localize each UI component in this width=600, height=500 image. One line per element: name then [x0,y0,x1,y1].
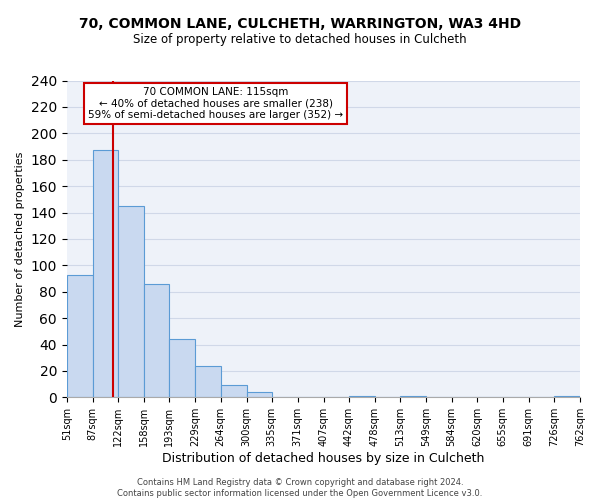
Text: 70 COMMON LANE: 115sqm
← 40% of detached houses are smaller (238)
59% of semi-de: 70 COMMON LANE: 115sqm ← 40% of detached… [88,87,343,120]
X-axis label: Distribution of detached houses by size in Culcheth: Distribution of detached houses by size … [162,452,485,465]
Bar [221,386,247,398]
Bar [400,396,426,398]
Bar [67,274,93,398]
Bar [554,396,580,398]
Bar [169,340,195,398]
Text: Contains HM Land Registry data © Crown copyright and database right 2024.
Contai: Contains HM Land Registry data © Crown c… [118,478,482,498]
Text: Size of property relative to detached houses in Culcheth: Size of property relative to detached ho… [133,32,467,46]
Text: 70, COMMON LANE, CULCHETH, WARRINGTON, WA3 4HD: 70, COMMON LANE, CULCHETH, WARRINGTON, W… [79,18,521,32]
Bar [93,150,118,398]
Bar [247,392,272,398]
Bar [118,206,144,398]
Bar [144,284,169,398]
Y-axis label: Number of detached properties: Number of detached properties [15,151,25,326]
Bar [349,396,375,398]
Bar [195,366,221,398]
